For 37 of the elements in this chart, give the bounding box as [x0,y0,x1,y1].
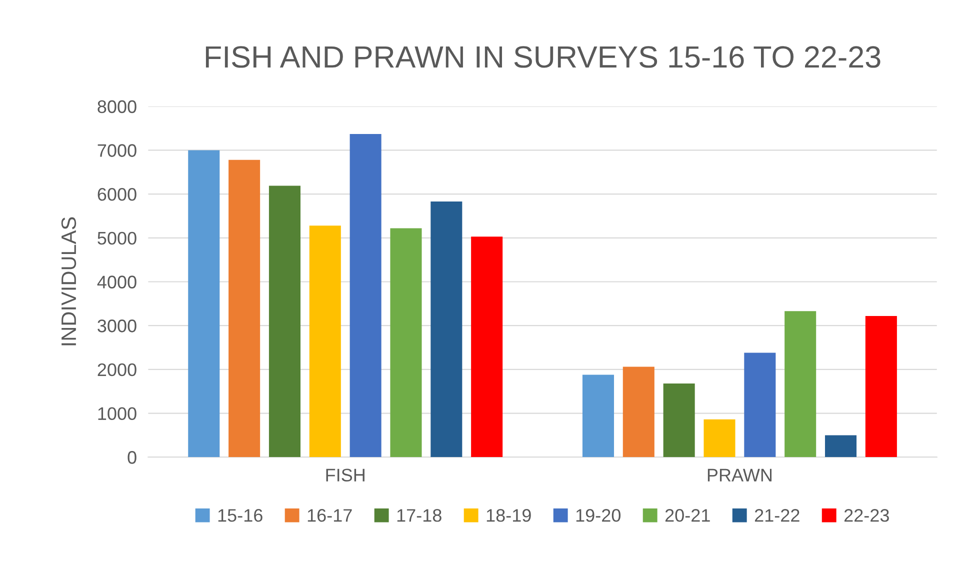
legend-label: 21-22 [754,509,800,522]
bar [663,383,695,458]
y-tick-label: 4000 [97,276,136,288]
legend-label: 20-21 [665,509,710,522]
bar [350,134,382,458]
y-tick-label: 7000 [98,144,136,157]
x-tick-label: FISH [326,468,364,482]
bar [268,186,300,458]
y-tick-label: 1000 [98,407,136,420]
bar [471,236,503,458]
bar [744,352,776,458]
y-tick-label: 8000 [98,100,136,114]
y-tick-label: 3000 [98,320,136,332]
chart-title: FISH AND PRAWN IN SURVEYS 15-16 TO 22-23 [206,46,880,68]
x-tick-label: PRAWN [708,468,772,482]
bar [309,226,341,458]
bar [865,316,897,458]
legend-label: 15-16 [218,509,262,522]
bar [188,150,220,458]
legend-label: 17-18 [397,509,442,522]
y-tick-label: 2000 [98,363,136,376]
legend-label: 16-17 [308,509,352,522]
bar [430,202,462,458]
bar [622,366,654,458]
legend-label: 18-19 [486,509,531,522]
bar [824,435,857,458]
y-tick-label: 6000 [98,188,136,201]
bar [704,419,736,458]
y-axis-title: INDIVIDULAS [61,217,76,346]
bar [228,160,260,458]
bar [784,311,816,458]
y-tick-label: 0 [128,451,136,464]
legend-label: 22-23 [844,509,889,522]
bar [582,374,614,458]
bar [390,228,422,458]
legend-label: 19-20 [576,509,621,522]
y-tick-label: 5000 [98,232,136,245]
